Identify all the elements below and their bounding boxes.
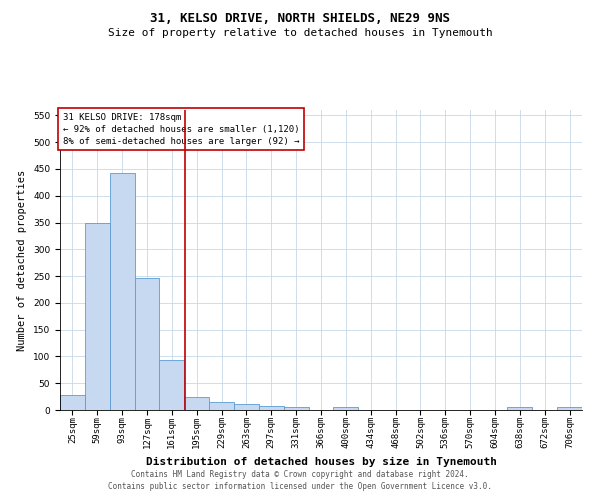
Bar [284,408,308,410]
Text: Size of property relative to detached houses in Tynemouth: Size of property relative to detached ho… [107,28,493,38]
Bar [334,408,358,410]
Bar [259,406,284,410]
Bar [134,278,160,410]
Bar [85,223,110,410]
X-axis label: Distribution of detached houses by size in Tynemouth: Distribution of detached houses by size … [146,457,497,467]
Bar [60,395,85,410]
Text: Contains public sector information licensed under the Open Government Licence v3: Contains public sector information licen… [108,482,492,491]
Bar [557,408,582,410]
Bar [160,360,184,410]
Bar [508,408,532,410]
Text: Contains HM Land Registry data © Crown copyright and database right 2024.: Contains HM Land Registry data © Crown c… [131,470,469,479]
Bar [234,404,259,410]
Bar [184,396,209,410]
Bar [209,402,234,410]
Text: 31 KELSO DRIVE: 178sqm
← 92% of detached houses are smaller (1,120)
8% of semi-d: 31 KELSO DRIVE: 178sqm ← 92% of detached… [62,113,299,146]
Y-axis label: Number of detached properties: Number of detached properties [17,170,28,350]
Bar [110,172,134,410]
Text: 31, KELSO DRIVE, NORTH SHIELDS, NE29 9NS: 31, KELSO DRIVE, NORTH SHIELDS, NE29 9NS [150,12,450,26]
